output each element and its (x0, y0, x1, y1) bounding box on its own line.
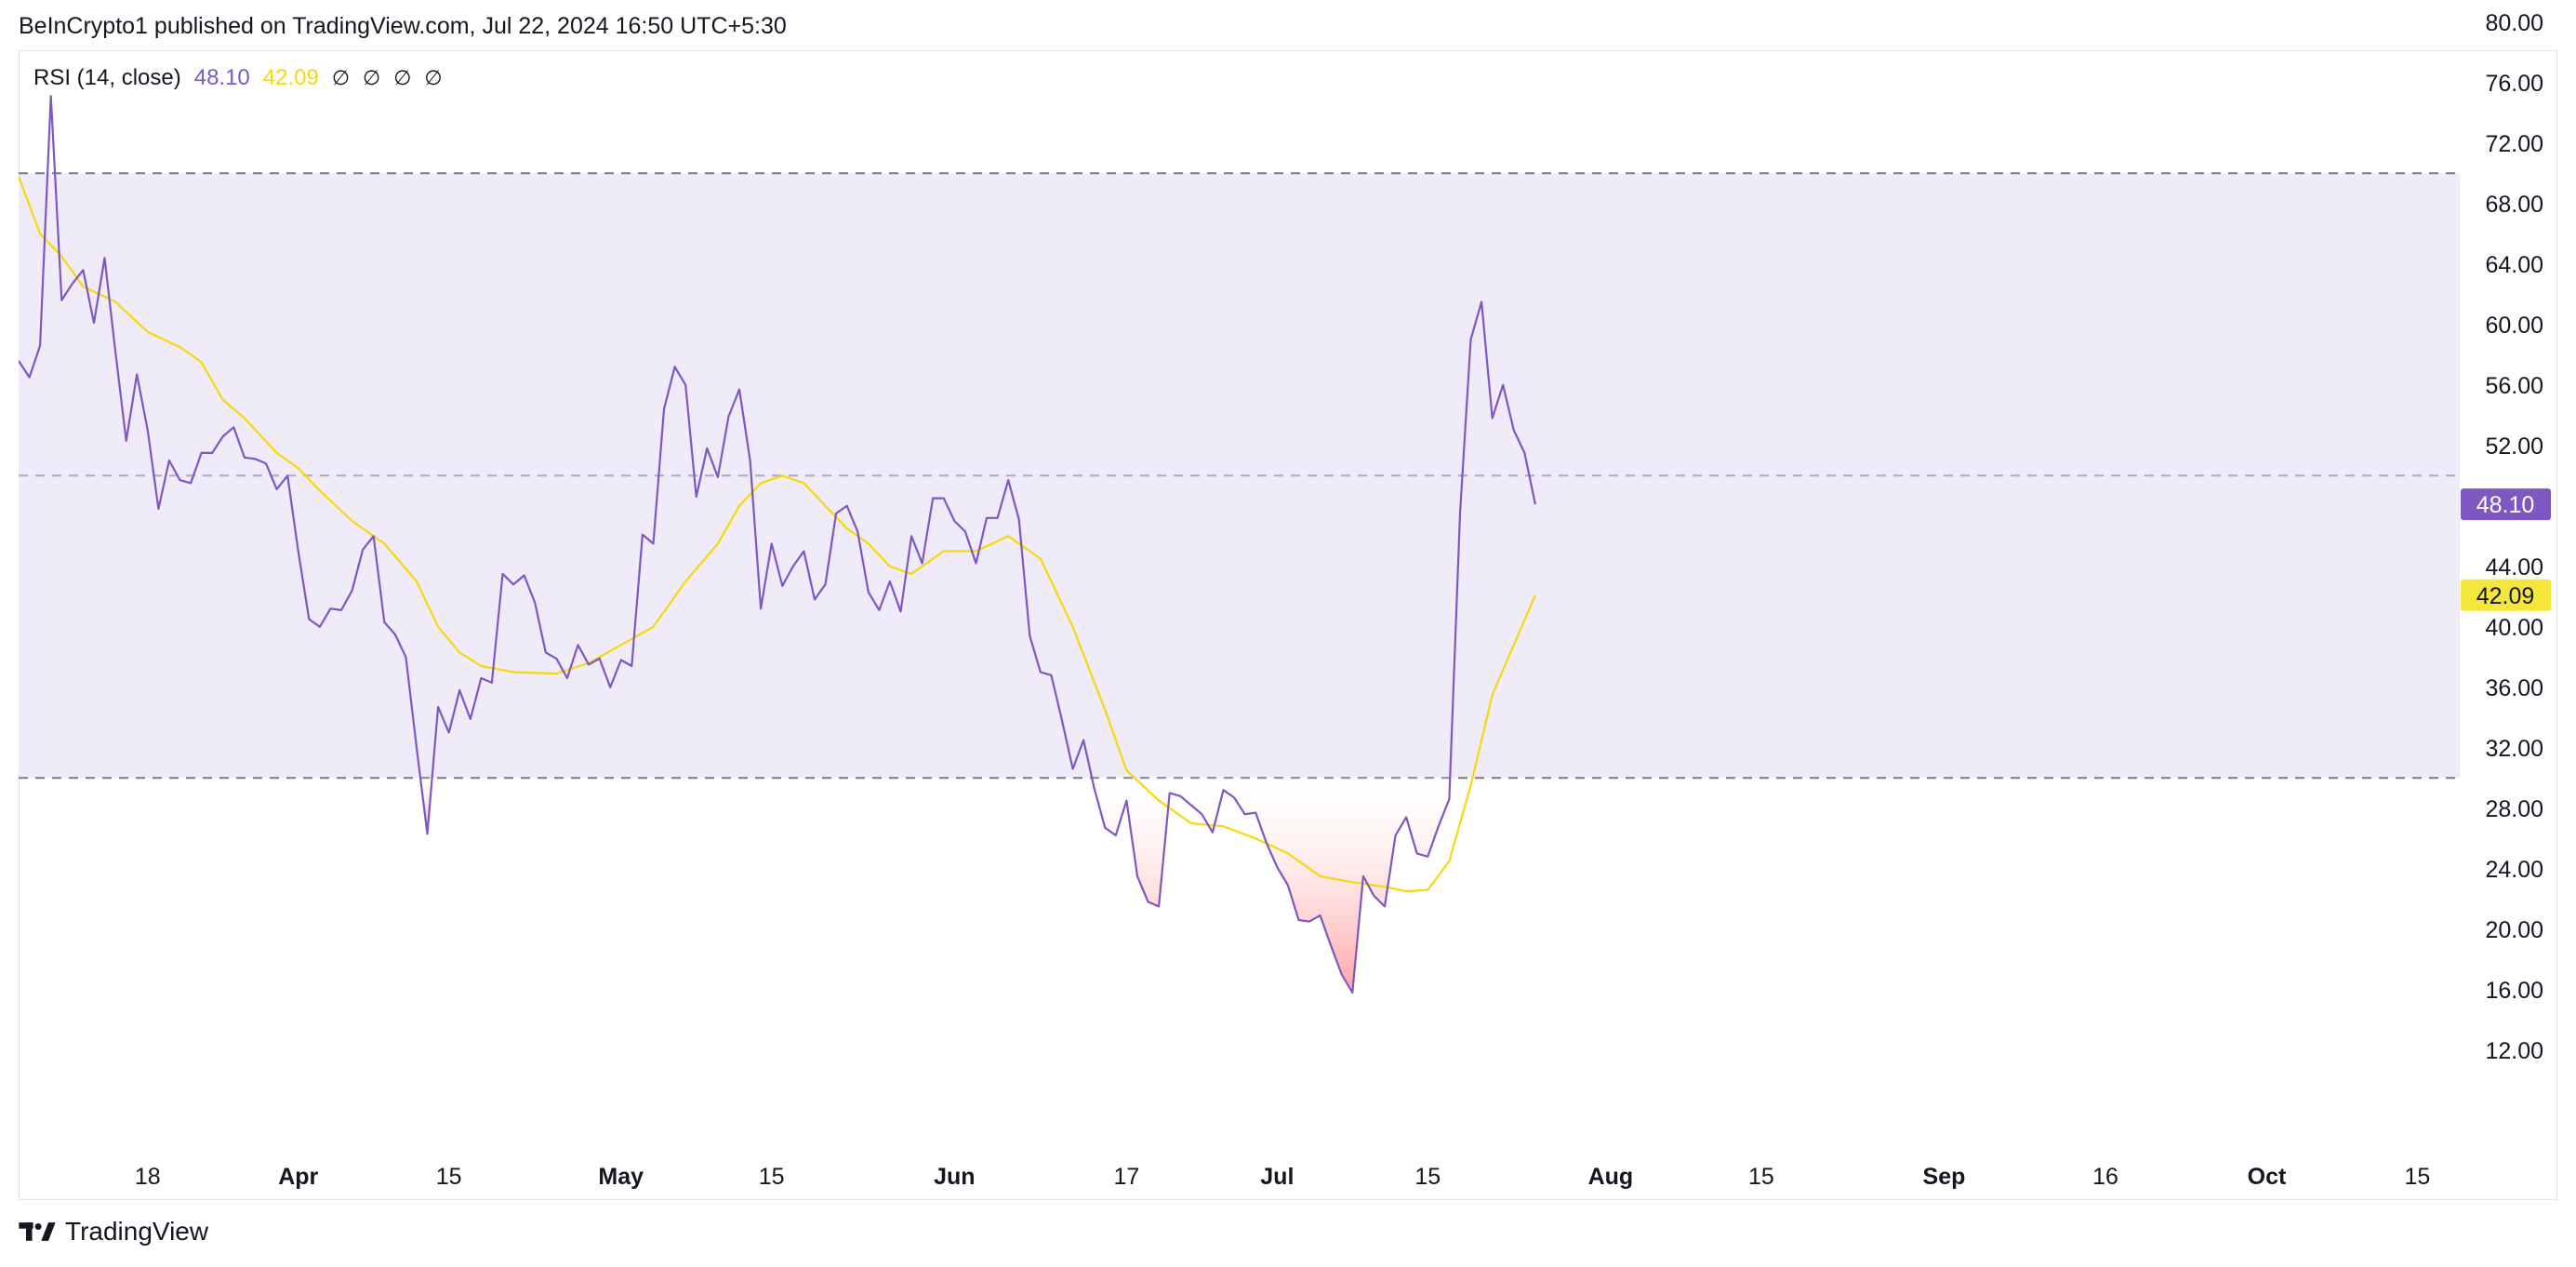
y-tick-label: 68.00 (2485, 192, 2543, 218)
rsi-value: 48.10 (193, 65, 250, 90)
indicator-name: RSI (14, close) (33, 65, 181, 90)
y-tick-label: 32.00 (2485, 736, 2543, 762)
na-symbol-4: ∅ (424, 66, 443, 89)
rsi-band-background (19, 173, 2460, 779)
ma-value: 42.09 (262, 65, 319, 90)
oversold-fill-1 (1092, 778, 1451, 993)
y-tick-label: 60.00 (2485, 313, 2543, 339)
rsi-ma-line (19, 176, 1536, 893)
publish-info: BeInCrypto1 published on TradingView.com… (19, 13, 787, 39)
rsi-line (19, 95, 1536, 994)
x-tick-label: 16 (2092, 1164, 2118, 1190)
y-tick-label: 52.00 (2485, 433, 2543, 460)
x-tick-label: Apr (278, 1164, 318, 1190)
y-tick-label: 80.00 (2485, 10, 2543, 36)
rsi-last-badge: 48.10 (2476, 492, 2535, 518)
ma-last-badge: 42.09 (2476, 583, 2535, 609)
x-tick-label: Jun (934, 1164, 975, 1190)
brand-name: TradingView (65, 1217, 209, 1246)
y-tick-label: 20.00 (2485, 917, 2543, 943)
x-tick-label: 15 (2405, 1164, 2431, 1190)
tradingview-logo-icon (19, 1222, 56, 1241)
rsi-last-badge-bg (2461, 488, 2551, 521)
y-tick-label: 16.00 (2485, 978, 2543, 1004)
y-tick-label: 12.00 (2485, 1038, 2543, 1064)
x-tick-label: Oct (2248, 1164, 2287, 1190)
y-tick-label: 76.00 (2485, 71, 2543, 97)
y-tick-label: 44.00 (2485, 554, 2543, 580)
y-tick-label: 64.00 (2485, 252, 2543, 278)
ma-last-badge-bg (2461, 579, 2551, 611)
x-tick-label: Aug (1588, 1164, 1634, 1190)
x-tick-label: May (598, 1164, 644, 1190)
x-tick-label: 15 (1414, 1164, 1441, 1190)
rsi-chart[interactable]: 80.00 76.00 72.00 68.00 64.00 60.00 56.00 52.00… (0, 0, 2576, 1209)
y-tick-label: 72.00 (2485, 131, 2543, 157)
y-tick-label: 56.00 (2485, 373, 2543, 399)
indicator-legend[interactable]: RSI (14, close) 48.10 42.09 ∅ ∅ ∅ ∅ (33, 65, 443, 91)
y-tick-label: 40.00 (2485, 615, 2543, 641)
footer-brand[interactable]: TradingView (19, 1217, 208, 1247)
x-tick-label: 15 (759, 1164, 785, 1190)
x-tick-label: Jul (1260, 1164, 1294, 1190)
x-tick-label: 15 (436, 1164, 462, 1190)
x-tick-label: 15 (1748, 1164, 1774, 1190)
x-tick-label: Sep (1923, 1164, 1966, 1190)
y-tick-label: 28.00 (2485, 796, 2543, 822)
y-tick-label: 24.00 (2485, 857, 2543, 883)
na-symbol-3: ∅ (393, 66, 412, 89)
oversold-fill-0 (420, 778, 432, 834)
na-symbol-2: ∅ (363, 66, 381, 89)
x-tick-label: 17 (1113, 1164, 1139, 1190)
x-tick-label: 18 (135, 1164, 161, 1190)
na-symbol-1: ∅ (331, 66, 351, 89)
y-tick-label: 36.00 (2485, 675, 2543, 701)
